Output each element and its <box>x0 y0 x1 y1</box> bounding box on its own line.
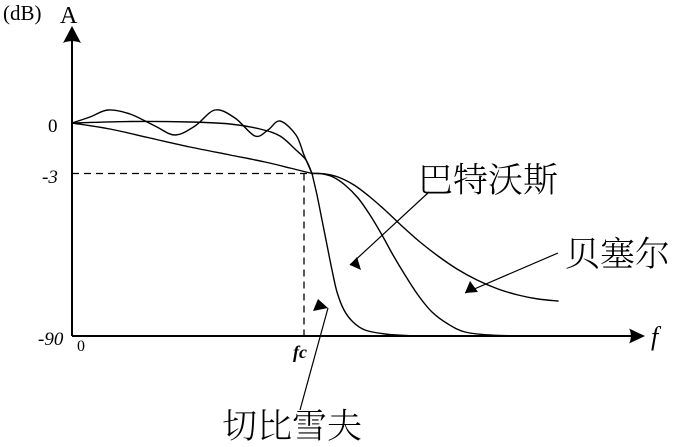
svg-text:贝塞尔: 贝塞尔 <box>565 227 670 277</box>
svg-text:(dB): (dB) <box>3 1 42 25</box>
svg-text:-90: -90 <box>38 329 64 350</box>
svg-text:巴特沃斯: 巴特沃斯 <box>418 153 558 203</box>
svg-text:fc: fc <box>293 342 307 362</box>
svg-text:0: 0 <box>48 116 58 137</box>
svg-text:0: 0 <box>77 338 85 355</box>
svg-text:A: A <box>60 3 78 29</box>
svg-text:f: f <box>651 322 662 351</box>
svg-text:-3: -3 <box>42 167 58 188</box>
svg-text:切比雪夫: 切比雪夫 <box>222 399 362 447</box>
